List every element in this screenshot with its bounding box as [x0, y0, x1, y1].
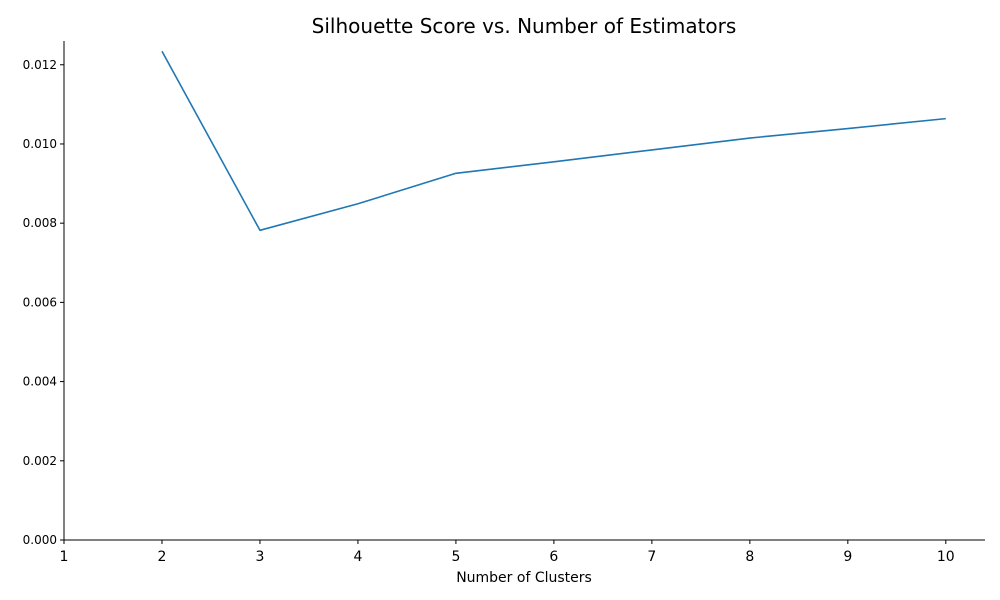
- x-tick-label: 4: [353, 549, 362, 565]
- x-tick-label: 8: [745, 549, 754, 565]
- x-tick-label: 9: [843, 549, 852, 565]
- y-tick-label: 0.000: [23, 533, 57, 547]
- x-axis-ticks: 1 2 3 4 5 6 7 8 9 10: [60, 540, 955, 565]
- y-tick-label: 0.002: [23, 454, 57, 468]
- x-tick-label: 6: [549, 549, 558, 565]
- x-tick-label: 5: [451, 549, 460, 565]
- x-tick-label: 3: [255, 549, 264, 565]
- series-layer: [161, 50, 946, 232]
- series-line: [161, 50, 946, 232]
- chart-title: Silhouette Score vs. Number of Estimator…: [312, 14, 737, 38]
- x-axis-label: Number of Clusters: [456, 570, 592, 586]
- y-axis-ticks: 0.000 0.002 0.004 0.006 0.008 0.010 0.012: [23, 58, 64, 547]
- y-tick-label: 0.010: [23, 137, 57, 151]
- y-tick-label: 0.008: [23, 216, 57, 230]
- x-tick-label: 2: [158, 549, 167, 565]
- x-tick-label: 10: [937, 549, 955, 565]
- x-tick-label: 7: [647, 549, 656, 565]
- y-tick-label: 0.004: [23, 375, 57, 389]
- y-tick-label: 0.012: [23, 58, 57, 72]
- y-tick-label: 0.006: [23, 295, 57, 309]
- x-tick-label: 1: [60, 549, 69, 565]
